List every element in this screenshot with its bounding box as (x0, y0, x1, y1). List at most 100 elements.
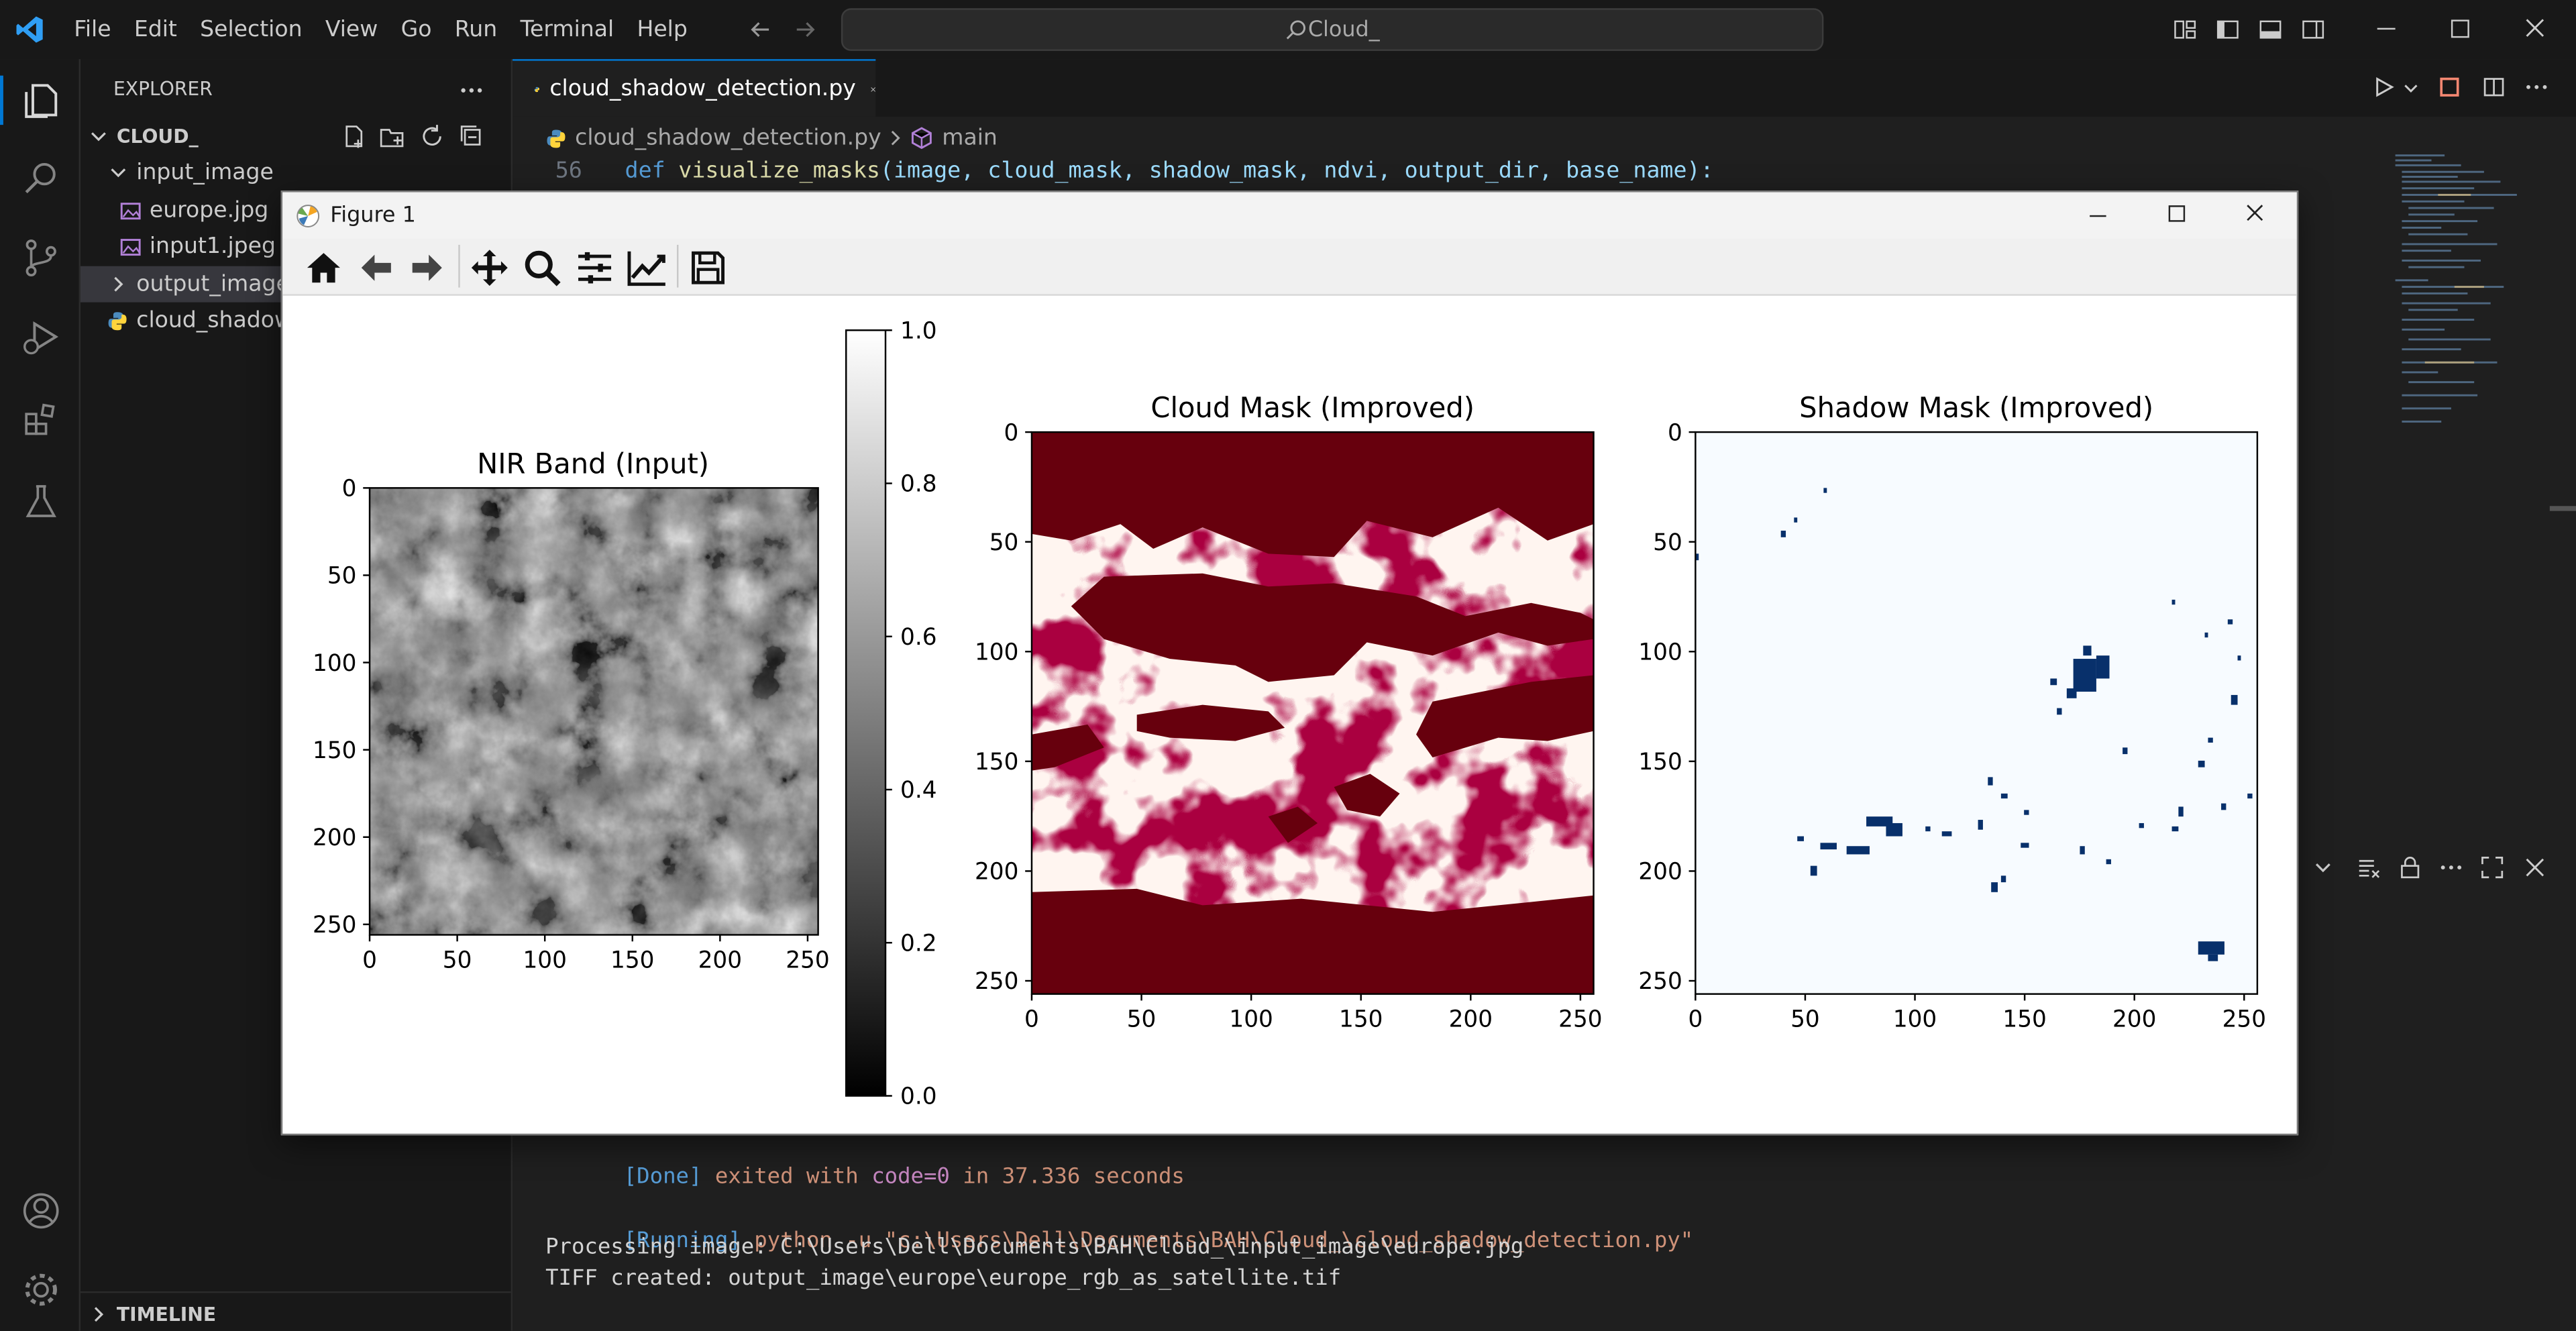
new-file-icon[interactable] (340, 123, 366, 150)
status-tag: [Running] (623, 1228, 741, 1254)
minimap[interactable] (2389, 151, 2546, 447)
accounts-icon[interactable] (19, 1189, 62, 1232)
output-line: TIFF created: output_image\europe\europe… (545, 1267, 1342, 1291)
explorer-icon[interactable] (19, 79, 62, 122)
search-view-icon[interactable] (19, 158, 62, 201)
colorbar-tick-label: 0.8 (900, 471, 937, 498)
nav-back-icon[interactable] (749, 18, 772, 41)
breadcrumb-symbol[interactable]: main (942, 125, 998, 152)
shadow-mask-background (1695, 432, 2257, 994)
close-panel-icon[interactable] (2524, 856, 2546, 879)
breadcrumb: cloud_shadow_detection.py main (545, 121, 998, 154)
menu-run[interactable]: Run (454, 16, 498, 43)
figure-title-bar[interactable]: Figure 1 (282, 192, 2297, 239)
menu-file[interactable]: File (74, 16, 111, 43)
tree-item-cloud-shadow-py[interactable]: cloud_shadow_ (80, 303, 511, 339)
menu-help[interactable]: Help (637, 16, 688, 43)
chevron-down-icon[interactable] (2404, 81, 2418, 95)
toggle-panel-icon[interactable] (2257, 16, 2284, 42)
refresh-icon[interactable] (419, 123, 445, 150)
back-icon[interactable] (356, 248, 396, 288)
command-center-search[interactable]: Cloud_ (841, 8, 1824, 51)
timeline-section[interactable]: TIMELINE (80, 1296, 216, 1330)
more-actions-icon[interactable] (460, 79, 483, 102)
y-tick-label: 250 (975, 968, 1018, 995)
new-folder-icon[interactable] (380, 123, 406, 150)
tree-item-input-image[interactable]: input_image (80, 154, 511, 191)
run-debug-icon[interactable] (19, 315, 62, 358)
chevron-down-icon[interactable] (2313, 857, 2332, 877)
more-actions-icon[interactable] (2438, 854, 2464, 880)
home-icon[interactable] (304, 248, 343, 288)
tab-cloud-shadow-detection[interactable]: cloud_shadow_detection.py (513, 59, 876, 117)
more-actions-icon[interactable] (2525, 76, 2548, 99)
y-tick-label: 50 (327, 563, 357, 590)
toggle-secondary-sidebar-icon[interactable] (2300, 16, 2326, 42)
breadcrumb-file[interactable]: cloud_shadow_detection.py (575, 125, 881, 152)
menu-view[interactable]: View (325, 16, 378, 43)
tree-item-input1-jpeg[interactable]: input1.jpeg (80, 228, 511, 264)
forward-icon[interactable] (407, 248, 447, 288)
zoom-icon[interactable] (523, 248, 562, 288)
toggle-primary-sidebar-icon[interactable] (2214, 16, 2241, 42)
menu-edit[interactable]: Edit (133, 16, 177, 43)
maximize-panel-icon[interactable] (2479, 854, 2506, 880)
scrollbar-thumb[interactable] (2549, 506, 2576, 511)
menu-go[interactable]: Go (400, 16, 432, 43)
figure-maximize-button[interactable] (2168, 205, 2186, 222)
y-tick-label: 100 (313, 650, 356, 677)
image-file-icon (120, 201, 141, 219)
y-tick-label: 200 (313, 824, 356, 851)
output-text: exited with (702, 1165, 872, 1190)
restore-button[interactable] (2451, 19, 2469, 38)
x-tick-label: 100 (1229, 1006, 1273, 1033)
figure-minimize-button[interactable] (2090, 215, 2106, 217)
python-file-icon (547, 129, 566, 148)
shadow-mask-pixels (1695, 488, 2253, 961)
close-window-icon[interactable] (2525, 18, 2544, 38)
lock-icon[interactable] (2397, 854, 2423, 880)
workspace-root[interactable]: CLOUD_ (80, 118, 511, 154)
menu-selection[interactable]: Selection (200, 16, 303, 43)
source-control-icon[interactable] (19, 237, 62, 280)
y-tick-label: 100 (1638, 639, 1682, 666)
save-icon[interactable] (688, 248, 728, 288)
figure-canvas[interactable]: NIR Band (Input) 0 50 100 150 200 250 0 50 100 1… (282, 294, 2296, 1133)
figure-close-icon[interactable] (2246, 204, 2264, 222)
y-tick-label: 0 (1668, 419, 1682, 446)
clear-output-icon[interactable] (2356, 854, 2382, 880)
colorbar-ticks: 0.0 0.2 0.4 0.6 0.8 1.0 (885, 317, 937, 1110)
shadow-mask-yticks: 0 50 100 150 200 250 (1638, 419, 1696, 995)
stop-icon[interactable] (2438, 76, 2461, 99)
testing-icon[interactable] (19, 480, 62, 523)
nav-forward-icon[interactable] (794, 18, 816, 41)
extensions-icon[interactable] (19, 398, 62, 441)
manage-gear-icon[interactable] (19, 1269, 62, 1312)
output-panel[interactable]: [Done] exited with code=0 in 37.336 seco… (513, 1127, 2576, 1331)
shadow-mask-axes: Shadow Mask (Improved) 0 50 100 150 200 250 0… (1638, 391, 2266, 1033)
x-tick-label: 150 (1339, 1006, 1383, 1033)
y-tick-label: 200 (975, 859, 1018, 886)
layout-controls (2172, 15, 2326, 44)
exit-code: code=0 (871, 1165, 950, 1190)
code-line[interactable]: 56 def visualize_masks (image, cloud_mas… (555, 154, 1714, 187)
run-python-file-icon[interactable] (2372, 76, 2395, 99)
customize-layout-icon[interactable] (2172, 16, 2198, 42)
image-file-icon (120, 237, 141, 255)
minimize-button[interactable] (2377, 28, 2396, 30)
symbol-method-icon (912, 127, 932, 150)
divider (80, 1291, 511, 1293)
cloud-mask-regions (1031, 432, 1594, 994)
tree-item-europe-jpg[interactable]: europe.jpg (80, 193, 511, 229)
x-tick-label: 250 (2222, 1006, 2266, 1033)
active-indicator (0, 75, 3, 125)
menu-terminal[interactable]: Terminal (520, 16, 614, 43)
x-tick-label: 200 (1449, 1006, 1493, 1033)
collapse-all-icon[interactable] (458, 123, 484, 150)
configure-subplots-icon[interactable] (575, 248, 614, 288)
edit-axis-icon[interactable] (626, 248, 669, 288)
close-tab-icon[interactable] (871, 80, 875, 98)
pan-icon[interactable] (470, 248, 509, 288)
split-editor-icon[interactable] (2482, 76, 2505, 99)
figure-window: Figure 1 (280, 191, 2299, 1136)
